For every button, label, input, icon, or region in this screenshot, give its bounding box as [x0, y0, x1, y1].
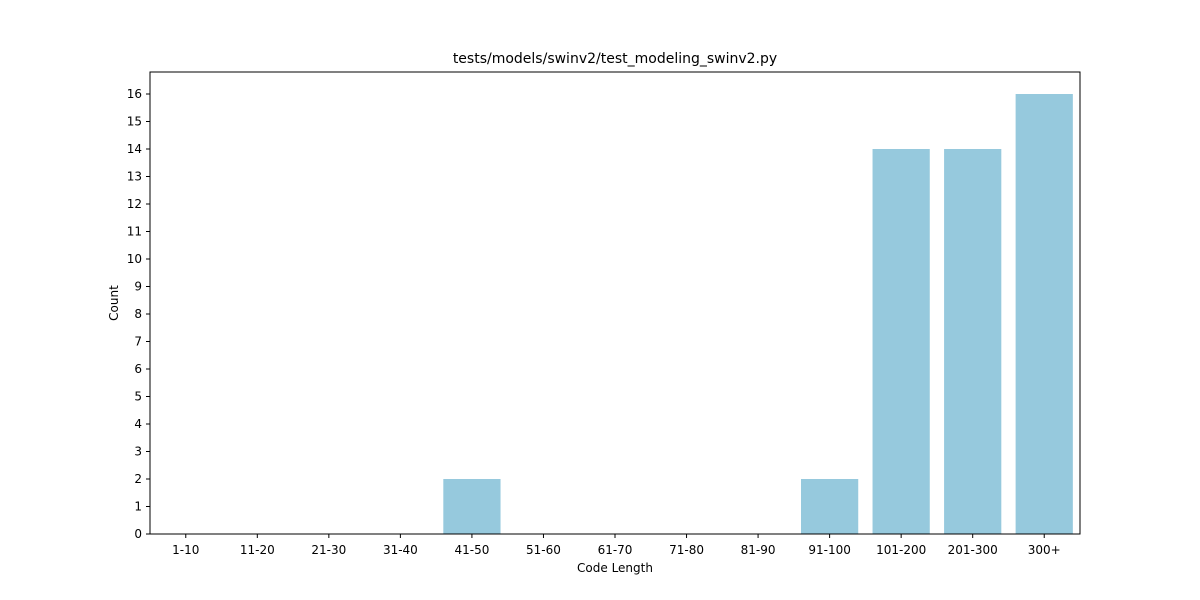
y-tick-label: 14 — [127, 142, 142, 156]
y-tick-label: 2 — [134, 472, 142, 486]
y-tick-label: 11 — [127, 225, 142, 239]
bar-300+ — [1015, 94, 1073, 534]
y-tick-label: 3 — [134, 445, 142, 459]
y-tick-label: 4 — [134, 417, 142, 431]
x-tick-label: 81-90 — [741, 543, 776, 557]
x-tick-label: 11-20 — [240, 543, 275, 557]
y-tick-label: 13 — [127, 170, 142, 184]
bar-91-100 — [801, 479, 859, 534]
x-tick-label: 21-30 — [311, 543, 346, 557]
y-tick-label: 5 — [134, 390, 142, 404]
x-tick-label: 91-100 — [808, 543, 851, 557]
x-tick-label: 31-40 — [383, 543, 418, 557]
chart-title: tests/models/swinv2/test_modeling_swinv2… — [453, 51, 777, 67]
y-tick-label: 10 — [127, 252, 142, 266]
x-tick-label: 300+ — [1028, 543, 1061, 557]
bar-101-200 — [872, 149, 930, 534]
x-tick-label: 51-60 — [526, 543, 561, 557]
x-tick-label: 71-80 — [669, 543, 704, 557]
y-tick-label: 8 — [134, 307, 142, 321]
y-tick-label: 0 — [134, 527, 142, 541]
y-tick-label: 15 — [127, 115, 142, 129]
x-tick-label: 101-200 — [876, 543, 926, 557]
y-tick-label: 9 — [134, 280, 142, 294]
x-tick-label: 1-10 — [172, 543, 199, 557]
y-tick-label: 12 — [127, 197, 142, 211]
x-axis-ticks: 1-10 11-20 21-30 31-40 41-50 51-60 61-70 71-80 8… — [172, 534, 1061, 557]
y-tick-label: 7 — [134, 335, 142, 349]
plot-frame — [149, 71, 1081, 535]
x-axis-label: Code Length — [577, 561, 653, 575]
x-tick-label: 61-70 — [598, 543, 633, 557]
y-tick-label: 1 — [134, 500, 142, 514]
y-axis-label: Count — [107, 285, 121, 321]
y-tick-label: 6 — [134, 362, 142, 376]
x-tick-label: 201-300 — [948, 543, 998, 557]
bar-201-300 — [944, 149, 1002, 534]
bar-41-50 — [443, 479, 501, 534]
x-tick-label: 41-50 — [454, 543, 489, 557]
bars-group — [443, 94, 1073, 534]
y-tick-label: 16 — [127, 87, 142, 101]
